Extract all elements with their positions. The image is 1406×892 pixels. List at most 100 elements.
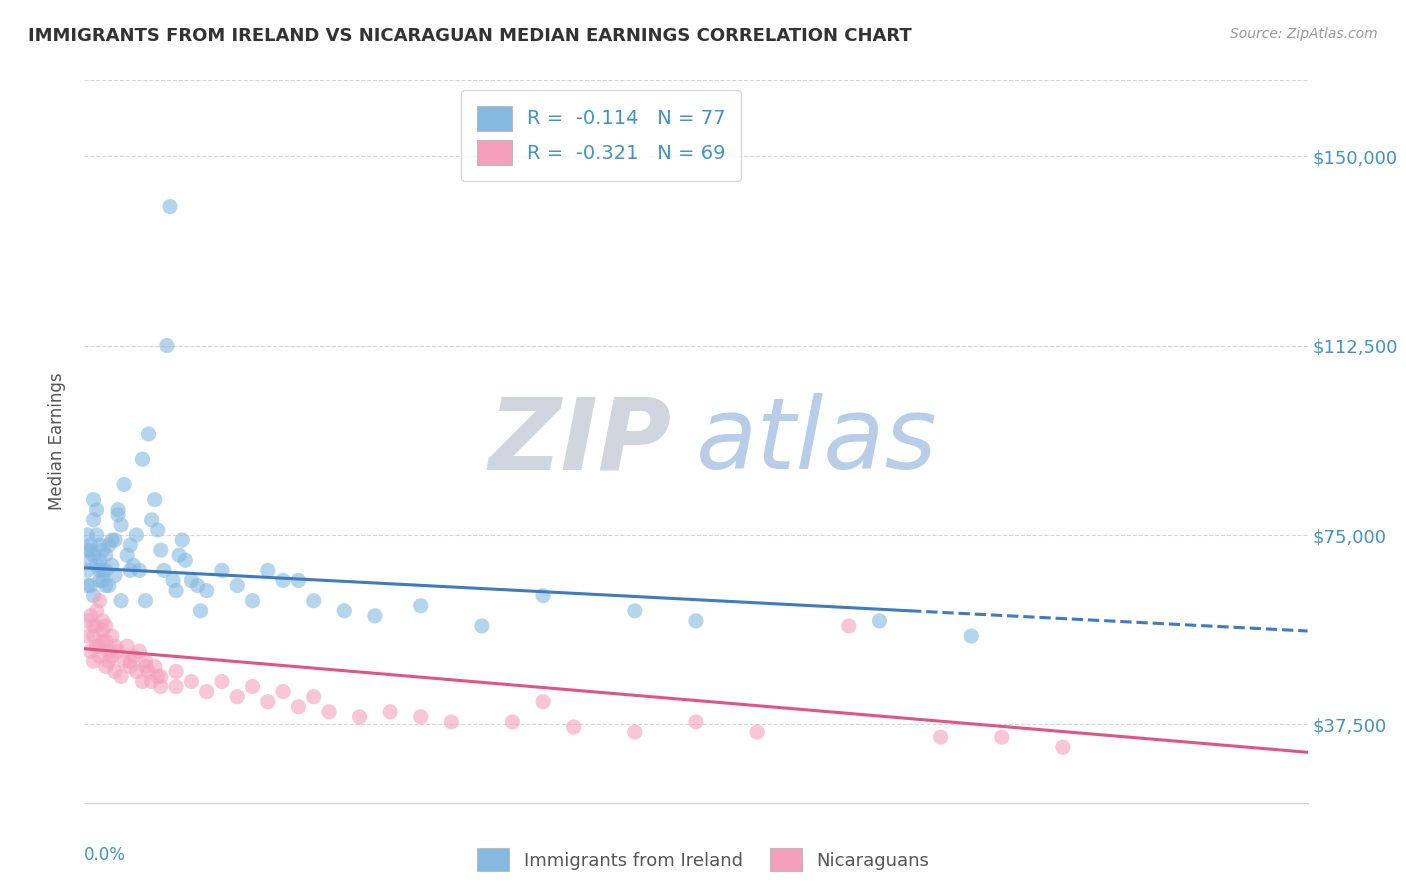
Point <box>257 563 280 577</box>
Point <box>531 695 554 709</box>
Point <box>83 548 105 562</box>
Point <box>120 538 142 552</box>
Point <box>79 538 101 552</box>
Point <box>101 533 124 547</box>
Point <box>115 639 138 653</box>
Point <box>226 578 249 592</box>
Point <box>409 599 432 613</box>
Point <box>135 654 157 668</box>
Point <box>91 614 114 628</box>
Point <box>138 427 160 442</box>
Point <box>76 614 98 628</box>
Point <box>929 730 952 744</box>
Point <box>83 654 105 668</box>
Point <box>120 563 142 577</box>
Point <box>141 674 163 689</box>
Point <box>89 553 111 567</box>
Point <box>83 619 105 633</box>
Point <box>125 528 148 542</box>
Point <box>110 669 132 683</box>
Point <box>128 563 150 577</box>
Point <box>149 543 172 558</box>
Point <box>83 492 105 507</box>
Point <box>226 690 249 704</box>
Point <box>112 654 135 668</box>
Point <box>156 338 179 352</box>
Point <box>242 593 264 607</box>
Point <box>1052 740 1074 755</box>
Point <box>138 665 160 679</box>
Point <box>624 604 647 618</box>
Point <box>83 513 105 527</box>
Point <box>89 574 111 588</box>
Point <box>869 614 891 628</box>
Point <box>91 574 114 588</box>
Point <box>131 674 153 689</box>
Point <box>122 558 145 573</box>
Point <box>112 477 135 491</box>
Point <box>89 563 111 577</box>
Point <box>153 563 176 577</box>
Point <box>172 533 194 547</box>
Point <box>89 649 111 664</box>
Point <box>180 674 202 689</box>
Point <box>318 705 340 719</box>
Text: atlas: atlas <box>696 393 938 490</box>
Point <box>76 578 98 592</box>
Point <box>76 543 98 558</box>
Point <box>86 619 108 633</box>
Point <box>211 563 233 577</box>
Point <box>86 528 108 542</box>
Point <box>107 502 129 516</box>
Point <box>167 548 190 562</box>
Point <box>143 659 166 673</box>
Point <box>79 553 101 567</box>
Point <box>149 680 172 694</box>
Point <box>960 629 983 643</box>
Point <box>122 649 145 664</box>
Point <box>94 578 117 592</box>
Point <box>211 674 233 689</box>
Point <box>101 558 124 573</box>
Point <box>89 639 111 653</box>
Point <box>97 644 120 658</box>
Point <box>186 578 208 592</box>
Point <box>502 714 524 729</box>
Point <box>471 619 494 633</box>
Point <box>287 699 309 714</box>
Point <box>685 614 707 628</box>
Point <box>83 589 105 603</box>
Point <box>531 589 554 603</box>
Point <box>115 548 138 562</box>
Point <box>190 604 212 618</box>
Point <box>120 659 142 673</box>
Point <box>79 644 101 658</box>
Point <box>83 629 105 643</box>
Point <box>149 669 172 683</box>
Point <box>104 533 127 547</box>
Point <box>195 583 218 598</box>
Point <box>135 659 157 673</box>
Point <box>257 695 280 709</box>
Point <box>271 684 294 698</box>
Point <box>440 714 463 729</box>
Legend: R =  -0.114   N = 77, R =  -0.321   N = 69: R = -0.114 N = 77, R = -0.321 N = 69 <box>461 90 741 181</box>
Point <box>838 619 860 633</box>
Point <box>107 508 129 522</box>
Point <box>146 669 169 683</box>
Point <box>991 730 1014 744</box>
Point <box>79 578 101 592</box>
Point <box>562 720 585 734</box>
Point <box>101 649 124 664</box>
Point <box>89 538 111 552</box>
Point <box>86 604 108 618</box>
Point <box>107 644 129 658</box>
Point <box>242 680 264 694</box>
Point <box>94 548 117 562</box>
Point <box>302 690 325 704</box>
Point <box>89 593 111 607</box>
Text: IMMIGRANTS FROM IRELAND VS NICARAGUAN MEDIAN EARNINGS CORRELATION CHART: IMMIGRANTS FROM IRELAND VS NICARAGUAN ME… <box>28 27 912 45</box>
Point <box>165 665 187 679</box>
Point <box>110 517 132 532</box>
Point <box>131 452 153 467</box>
